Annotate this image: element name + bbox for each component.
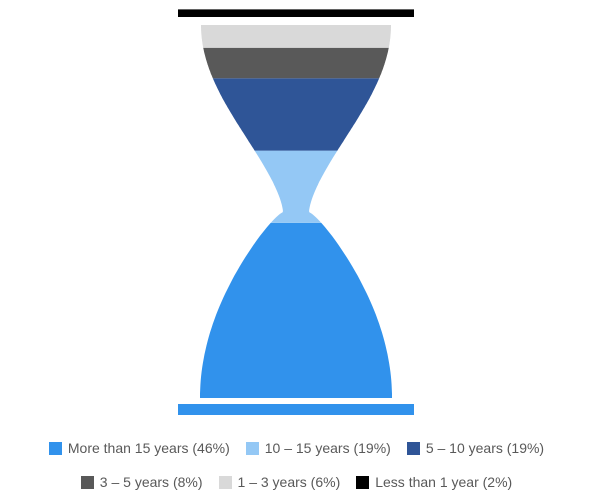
- legend-swatch: [80, 475, 94, 489]
- legend-label: 5 – 10 years (19%): [425, 440, 545, 456]
- legend-swatch: [245, 441, 259, 455]
- segment: [200, 222, 392, 398]
- legend-label: 3 – 5 years (8%): [99, 474, 203, 490]
- chart: [178, 9, 414, 415]
- legend-item: 5 – 10 years (19%): [406, 440, 545, 456]
- segment: [178, 9, 414, 17]
- legend-label: More than 15 years (46%): [67, 440, 230, 456]
- base-bar: [178, 404, 414, 415]
- segment: [201, 25, 391, 48]
- segment: [203, 47, 389, 79]
- legend-label: Less than 1 year (2%): [375, 474, 513, 490]
- legend-swatch: [356, 475, 370, 489]
- legend-swatch: [48, 441, 62, 455]
- legend-swatch: [218, 475, 232, 489]
- legend-label: 1 – 3 years (6%): [237, 474, 341, 490]
- legend-swatch: [406, 441, 420, 455]
- segment: [212, 78, 380, 151]
- legend-item: 3 – 5 years (8%): [80, 474, 203, 490]
- segment: [254, 150, 338, 223]
- legend-item: More than 15 years (46%): [48, 440, 230, 456]
- legend-item: 1 – 3 years (6%): [218, 474, 341, 490]
- legend-item: Less than 1 year (2%): [356, 474, 512, 490]
- legend-label: 10 – 15 years (19%): [264, 440, 391, 456]
- legend-item: 10 – 15 years (19%): [245, 440, 391, 456]
- legend: More than 15 years (46%) 10 – 15 years (1…: [0, 440, 593, 490]
